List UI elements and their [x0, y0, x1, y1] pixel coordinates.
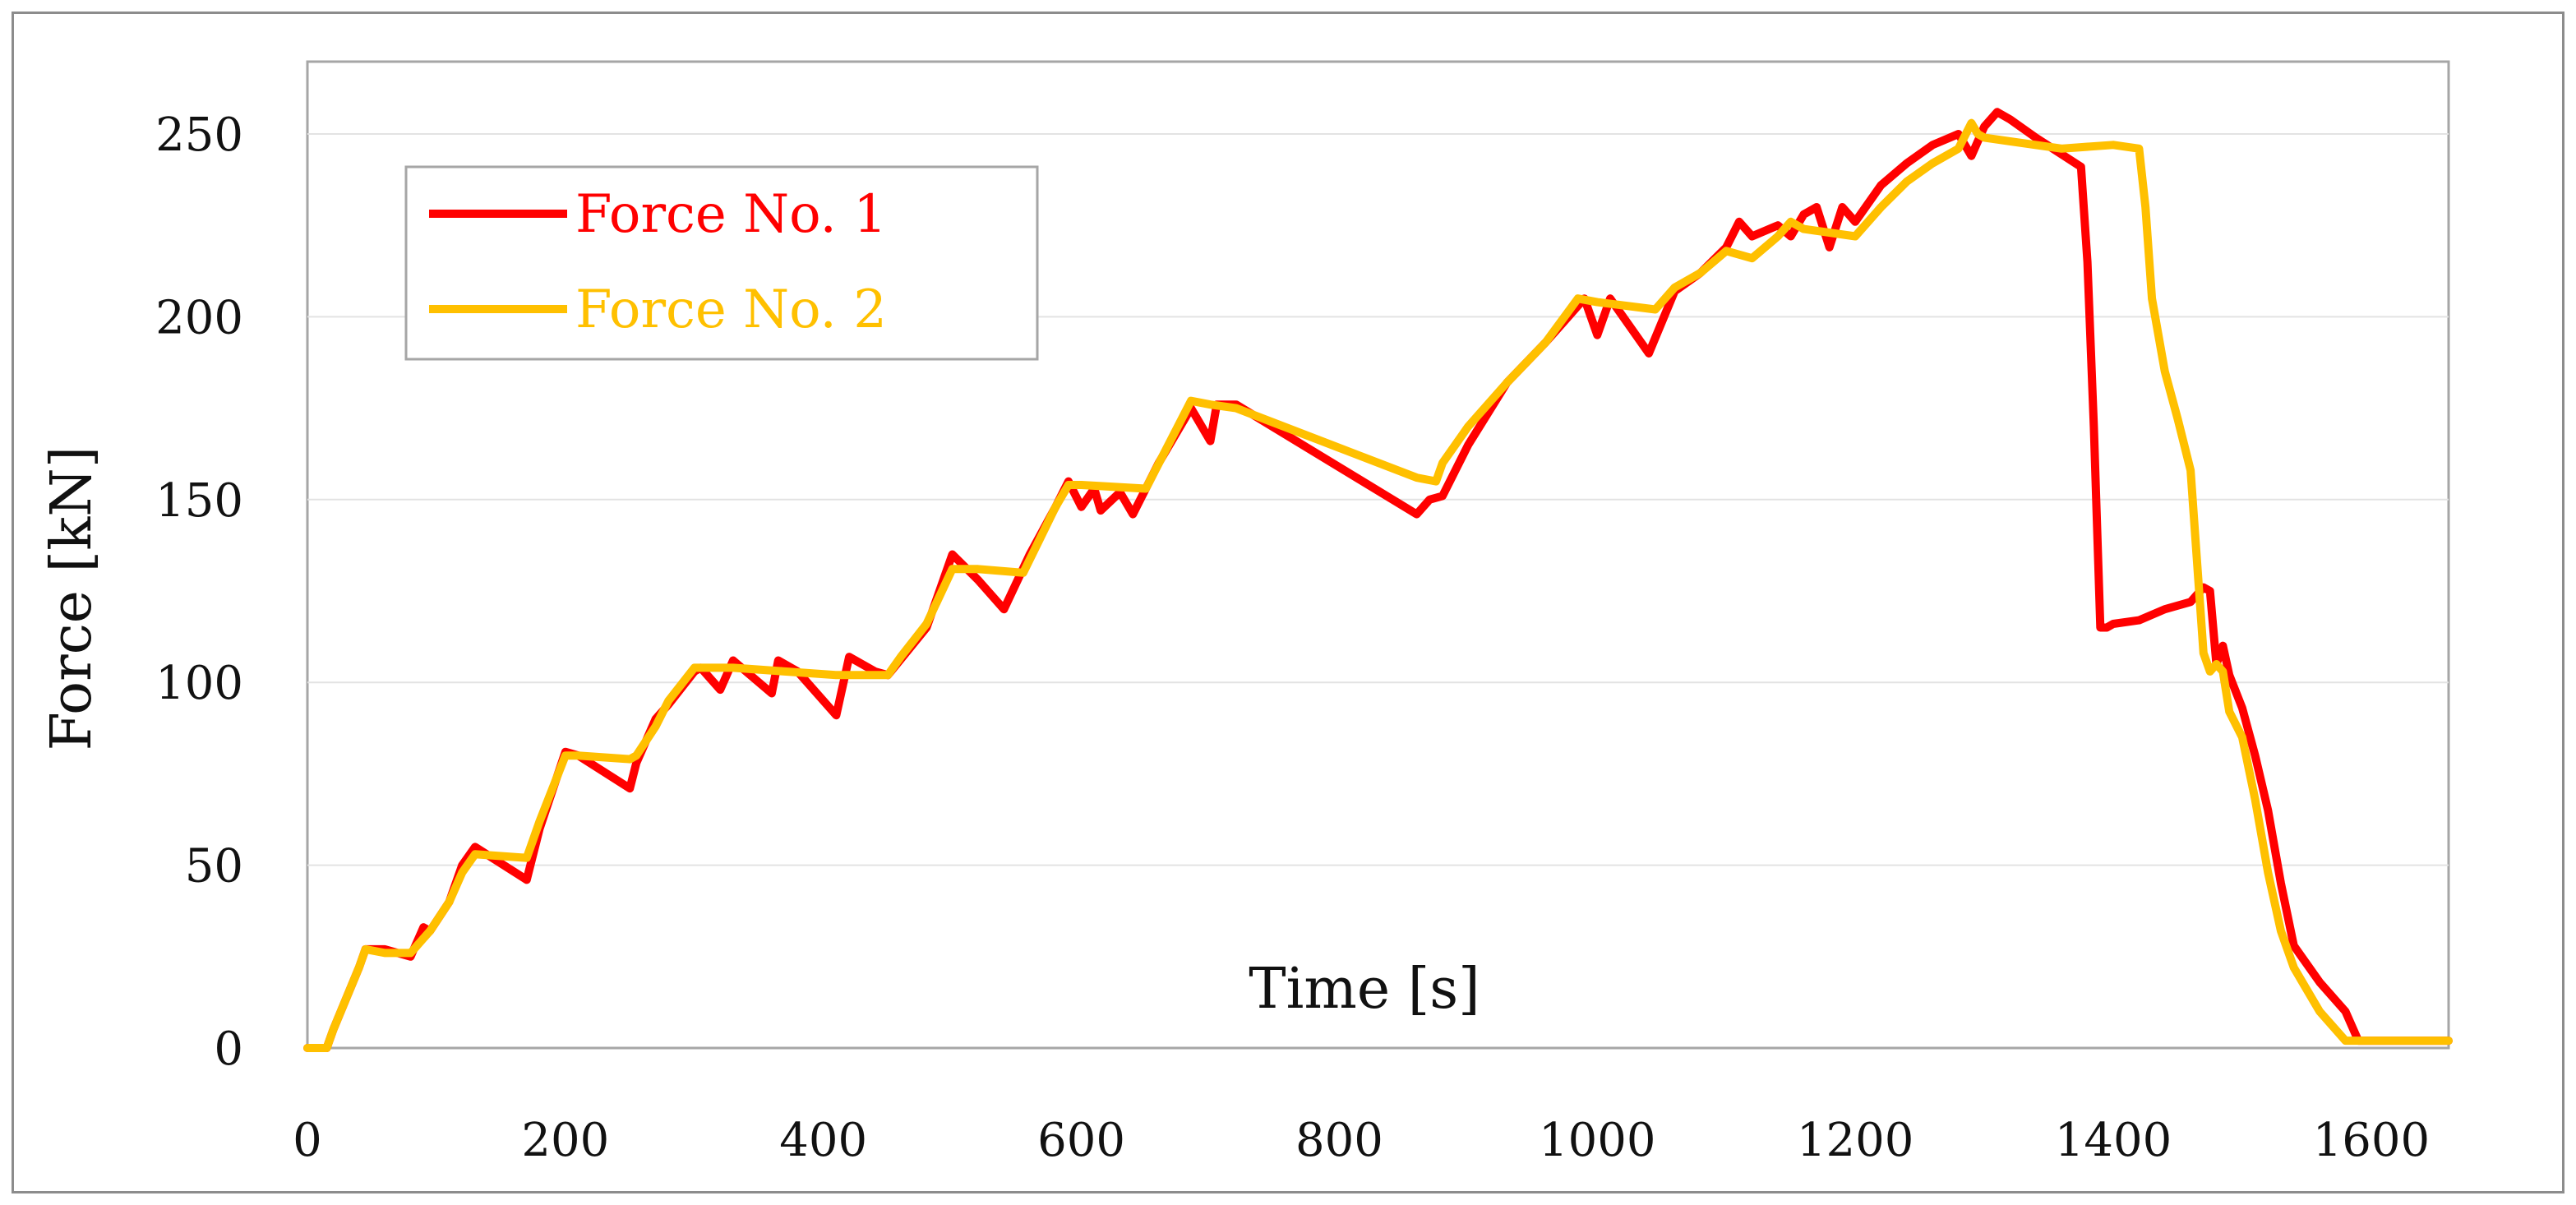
x-tick-label: 400: [779, 1114, 867, 1167]
x-tick-label: 1000: [1539, 1114, 1656, 1167]
x-tick-label: 800: [1295, 1114, 1383, 1167]
series-line-force-no-2: [303, 118, 2453, 1052]
series-line-force-no-1: [303, 108, 2453, 1052]
series-lines: [303, 108, 2453, 1052]
x-tick-label: 1400: [2055, 1114, 2172, 1167]
legend-label-force-no-1: Force No. 1: [575, 184, 887, 245]
x-tick-label: 200: [521, 1114, 609, 1167]
y-tick-label: 0: [214, 1023, 243, 1076]
x-tick-label: 1600: [2313, 1114, 2431, 1167]
x-tick-label: 0: [293, 1114, 322, 1167]
x-tick-label: 1200: [1797, 1114, 1914, 1167]
legend: Force No. 1 Force No. 2: [404, 165, 1039, 361]
legend-label-force-no-2: Force No. 2: [575, 279, 887, 340]
plot-area-border: [306, 60, 2450, 1050]
y-tick-labels: 0 50 100 150 200 250: [155, 108, 243, 1076]
y-tick-label: 200: [155, 291, 243, 344]
x-tick-labels: 0 200 400 600 800 1000 1200 1400 1600: [293, 1114, 2430, 1167]
x-tick-label: 600: [1037, 1114, 1125, 1167]
x-axis-title: Time [s]: [1249, 957, 1480, 1022]
y-tick-label: 250: [155, 108, 243, 162]
y-axis-title: Force [kN]: [39, 446, 104, 751]
y-tick-label: 50: [185, 840, 243, 893]
legend-box: [404, 165, 1039, 361]
y-tick-label: 100: [155, 657, 243, 710]
y-tick-label: 150: [155, 474, 243, 528]
